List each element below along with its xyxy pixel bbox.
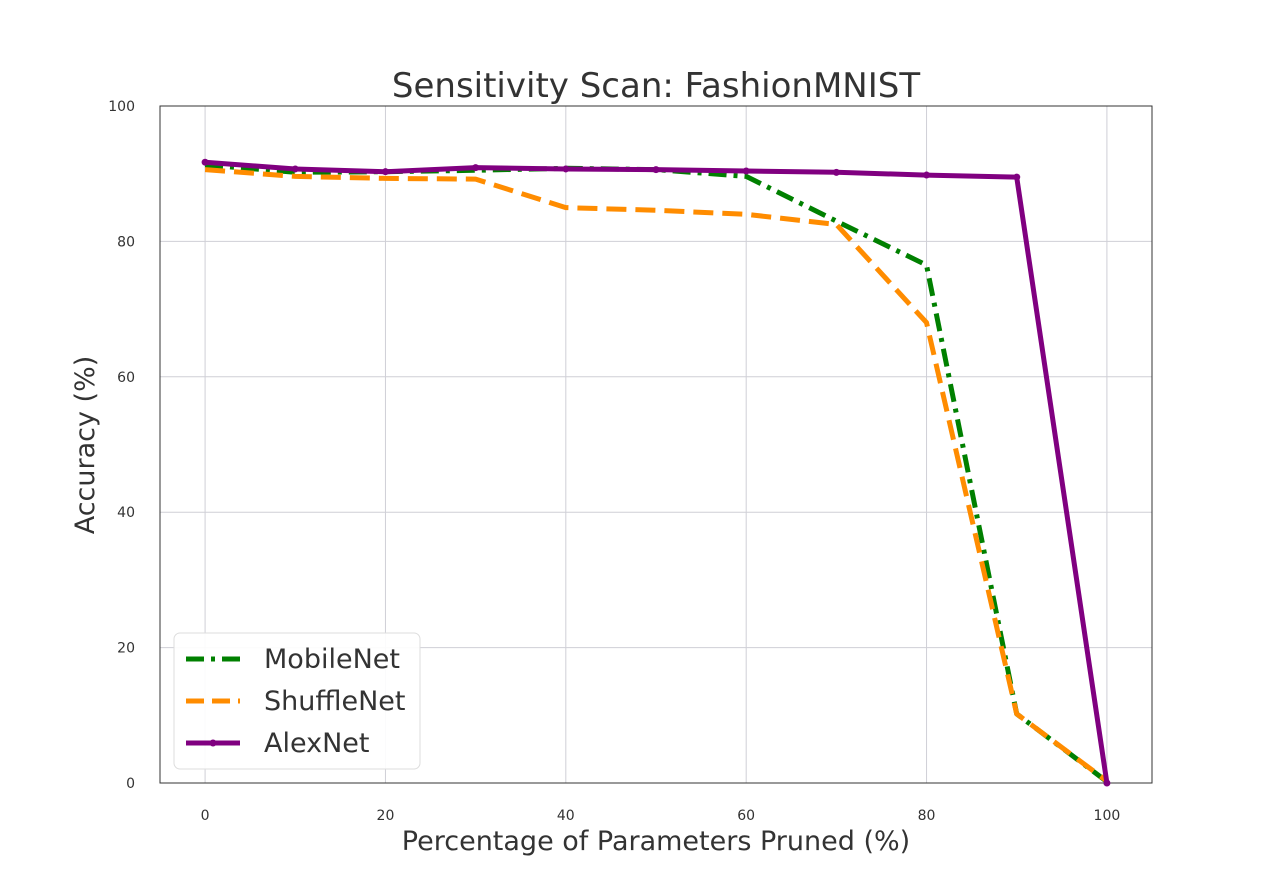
- x-tick-label: 80: [918, 808, 936, 824]
- series-line: [204, 167, 1109, 784]
- data-point: [832, 168, 840, 176]
- x-tick-label: 20: [377, 808, 395, 824]
- y-tick-label: 0: [126, 776, 135, 792]
- legend-items: MobileNet ShuffleNet AlexNet: [186, 644, 405, 759]
- x-tick-label: 60: [737, 808, 755, 824]
- data-point: [381, 168, 389, 176]
- y-tick-label: 40: [117, 505, 135, 521]
- chart-title: Sensitivity Scan: FashionMNIST: [392, 66, 920, 106]
- legend-item: MobileNet: [186, 644, 400, 675]
- x-tick-label: 40: [557, 808, 575, 824]
- data-point: [291, 165, 299, 173]
- plot-frame: [159, 105, 1153, 784]
- y-tick-label: 100: [108, 99, 135, 115]
- x-tick-label: 0: [201, 808, 210, 824]
- legend: MobileNet ShuffleNet AlexNet: [173, 632, 421, 770]
- y-tick-label: 20: [117, 641, 135, 657]
- legend-marker: [209, 739, 217, 747]
- legend-item: AlexNet: [186, 728, 369, 759]
- series-shufflenet: [204, 167, 1109, 784]
- data-point: [472, 164, 480, 172]
- legend-label: ShuffleNet: [264, 686, 405, 717]
- data-point: [201, 158, 209, 166]
- legend-label: AlexNet: [264, 728, 369, 759]
- data-point: [1103, 779, 1111, 787]
- data-point: [923, 171, 931, 179]
- y-axis-title: Accuracy (%): [70, 356, 101, 535]
- y-tick-label: 80: [117, 234, 135, 250]
- data-point: [562, 165, 570, 173]
- legend-item: ShuffleNet: [186, 686, 405, 717]
- tick-labels: 0 20 40 60 80 100 0 20 40 60 80 100: [108, 99, 1120, 824]
- data-point: [1013, 173, 1021, 181]
- x-axis-title: Percentage of Parameters Pruned (%): [402, 826, 910, 857]
- y-tick-label: 60: [117, 370, 135, 386]
- series-lines: [201, 158, 1111, 787]
- series-alexnet: [201, 158, 1111, 787]
- data-point: [652, 166, 660, 174]
- x-tick-label: 100: [1094, 808, 1121, 824]
- data-point: [742, 167, 750, 175]
- legend-label: MobileNet: [264, 644, 400, 675]
- legend-box: [173, 632, 421, 770]
